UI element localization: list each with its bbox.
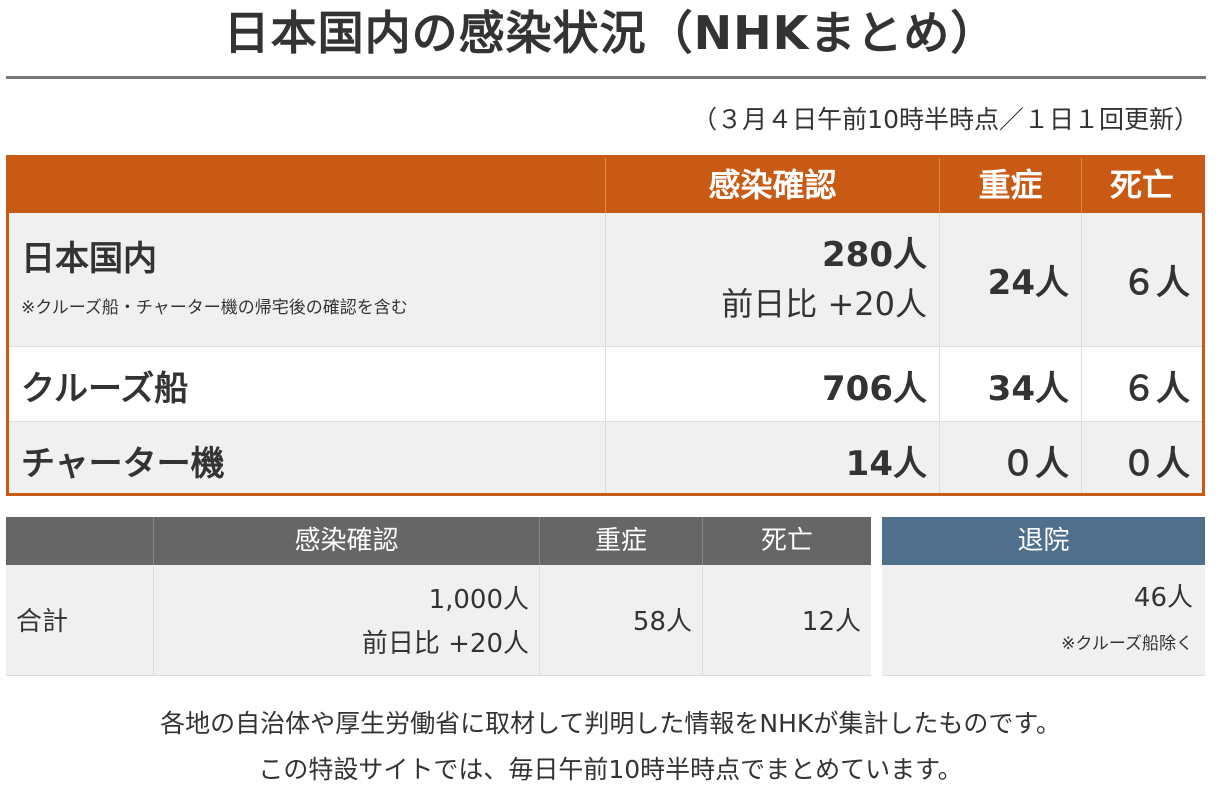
header-deaths: 死亡: [1081, 158, 1202, 213]
discharged-body: 46人 ※クルーズ船除く: [882, 565, 1205, 676]
severe-cell: ０人: [939, 422, 1081, 493]
row-name: クルーズ船: [21, 369, 189, 409]
footer-note-source: 各地の自治体や厚生労働省に取材して判明した情報をNHKが集計したものです。: [160, 709, 1061, 738]
deaths-cell: ６人: [1081, 213, 1202, 346]
deaths-cell: ６人: [1081, 347, 1202, 421]
confirmed-value: 14人: [845, 444, 927, 484]
footer-note-schedule: この特設サイトでは、毎日午前10時半時点でまとめています。: [258, 755, 963, 784]
table-row-charter-flight: チャーター機 14人 ０人 ０人: [9, 421, 1202, 493]
table-row-domestic: 日本国内 ※クルーズ船・チャーター機の帰宅後の確認を含む 280人 前日比 +2…: [9, 213, 1202, 346]
header-confirmed: 感染確認: [605, 158, 939, 213]
title-divider: [6, 76, 1206, 79]
discharged-box: 退院 46人 ※クルーズ船除く: [882, 517, 1205, 676]
total-label-cell: 合計: [6, 565, 153, 675]
row-name: チャーター機: [21, 444, 225, 484]
summary-header-blank: [6, 517, 153, 565]
deaths-value: ６人: [1122, 369, 1190, 409]
total-deaths-cell: 12人: [702, 565, 871, 675]
total-label: 合計: [16, 607, 69, 637]
severe-cell: 34人: [939, 347, 1081, 421]
infection-status-table: 感染確認 重症 死亡 日本国内 ※クルーズ船・チャーター機の帰宅後の確認を含む …: [6, 155, 1205, 496]
severe-value: 34人: [987, 369, 1069, 409]
confirmed-value: 706人: [822, 369, 927, 409]
confirmed-change: 前日比 +20人: [721, 285, 927, 323]
summary-header-deaths: 死亡: [702, 517, 871, 565]
summary-header-severe: 重症: [539, 517, 702, 565]
severe-cell: 24人: [939, 213, 1081, 346]
table-header-row: 感染確認 重症 死亡: [9, 158, 1202, 213]
row-note: ※クルーズ船・チャーター機の帰宅後の確認を含む: [21, 298, 408, 318]
total-deaths-value: 12人: [801, 607, 861, 637]
total-confirmed-cell: 1,000人 前日比 +20人: [153, 565, 539, 675]
total-severe-cell: 58人: [539, 565, 702, 675]
total-confirmed-value: 1,000人: [428, 585, 529, 615]
table-row-cruise-ship: クルーズ船 706人 34人 ６人: [9, 346, 1202, 421]
deaths-cell: ０人: [1081, 422, 1202, 493]
row-label-cell: 日本国内 ※クルーズ船・チャーター機の帰宅後の確認を含む: [9, 213, 605, 346]
row-name: 日本国内: [21, 239, 157, 279]
update-timestamp: （３月４日午前10時半時点／１日１回更新）: [692, 105, 1199, 134]
total-confirmed-change: 前日比 +20人: [361, 629, 529, 659]
page-title: 日本国内の感染状況（NHKまとめ）: [223, 6, 998, 60]
discharged-value: 46人: [1133, 583, 1193, 613]
discharged-header: 退院: [882, 517, 1205, 565]
severe-value: 24人: [987, 263, 1069, 303]
summary-header-row: 感染確認 重症 死亡: [6, 517, 871, 565]
row-label-cell: チャーター機: [9, 422, 605, 493]
severe-value: ０人: [1001, 444, 1069, 484]
confirmed-cell: 280人 前日比 +20人: [605, 213, 939, 346]
deaths-value: ６人: [1122, 263, 1190, 303]
discharged-note: ※クルーズ船除く: [1061, 634, 1193, 654]
header-blank-cell: [9, 158, 605, 213]
row-label-cell: クルーズ船: [9, 347, 605, 421]
summary-total-row: 合計 1,000人 前日比 +20人 58人 12人: [6, 565, 871, 676]
summary-table: 感染確認 重症 死亡 合計 1,000人 前日比 +20人 58人 12人: [6, 517, 871, 676]
total-severe-value: 58人: [632, 607, 692, 637]
confirmed-cell: 14人: [605, 422, 939, 493]
deaths-value: ０人: [1122, 444, 1190, 484]
header-severe: 重症: [939, 158, 1081, 213]
summary-header-confirmed: 感染確認: [153, 517, 539, 565]
confirmed-value: 280人: [822, 235, 927, 275]
confirmed-cell: 706人: [605, 347, 939, 421]
